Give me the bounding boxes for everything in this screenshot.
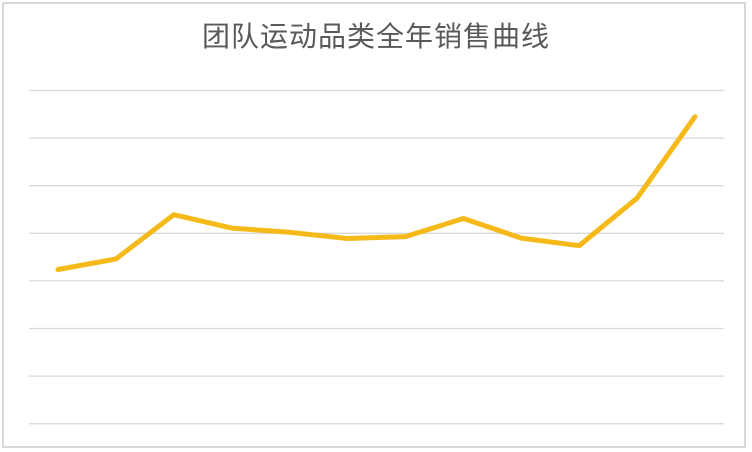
- chart-title: 团队运动品类全年销售曲线: [201, 21, 550, 52]
- chart-card: [2, 2, 746, 448]
- sales-line: [55, 114, 698, 272]
